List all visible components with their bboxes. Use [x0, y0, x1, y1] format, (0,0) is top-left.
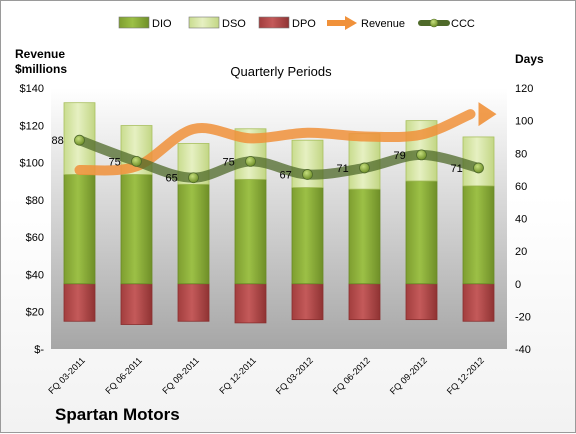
x-tick-label: FQ 03-2012 [274, 355, 315, 396]
dpo-bar [177, 283, 210, 322]
dpo-bar [234, 283, 267, 324]
right-tick-label: 20 [515, 246, 527, 258]
x-tick-label: FQ 06-2011 [103, 355, 144, 396]
x-tick-label: FQ 09-2011 [160, 355, 201, 396]
right-tick-label: 60 [515, 181, 527, 193]
legend-swatch-dio [118, 16, 150, 29]
left-tick-label: $120 [20, 120, 44, 132]
dio-bar [462, 185, 495, 285]
chart-legend: DIO DSO DPO Revenue CCC [118, 16, 475, 30]
legend-label-revenue: Revenue [361, 18, 405, 30]
ccc-marker [473, 162, 484, 174]
legend-label-dio: DIO [152, 18, 172, 30]
ccc-data-label: 79 [394, 150, 406, 162]
right-tick-label: -40 [515, 344, 531, 356]
left-axis-label-line2: $millions [15, 62, 67, 76]
ccc-data-label: 75 [109, 156, 121, 168]
right-tick-label: 0 [515, 279, 521, 291]
left-tick-label: $- [34, 344, 44, 356]
dpo-bar [63, 283, 96, 322]
dio-bar [234, 178, 267, 285]
right-axis-ticks: -40 -20 0 20 40 60 80 100 120 [515, 83, 533, 356]
bar-series [63, 102, 495, 325]
chart-title: Quarterly Periods [230, 64, 332, 79]
revenue-arrowhead [478, 102, 497, 127]
legend-label-dso: DSO [222, 18, 246, 30]
left-tick-label: $80 [26, 195, 44, 207]
legend-marker-ccc [429, 18, 439, 28]
x-tick-label: FQ 06-2012 [331, 355, 372, 396]
legend-swatch-dso [188, 16, 220, 29]
dio-bar [348, 188, 381, 285]
x-tick-label: FQ 03-2011 [46, 355, 87, 396]
left-tick-label: $60 [26, 232, 44, 244]
legend-label-ccc: CCC [451, 18, 475, 30]
ccc-marker [188, 172, 199, 184]
left-tick-label: $20 [26, 307, 44, 319]
dio-bar [177, 183, 210, 285]
dio-bar [63, 174, 96, 285]
x-tick-label: FQ 12-2011 [217, 355, 258, 396]
legend-label-dpo: DPO [292, 18, 316, 30]
right-tick-label: -20 [515, 311, 531, 323]
dio-bar [291, 187, 324, 285]
dpo-bar [348, 283, 381, 321]
ccc-data-label: 88 [52, 135, 64, 147]
legend-arrow-revenue [345, 16, 357, 30]
ccc-marker [359, 162, 370, 174]
dpo-bar [405, 283, 438, 321]
dio-bar [120, 174, 153, 285]
x-tick-label: FQ 09-2012 [388, 355, 429, 396]
ccc-marker [245, 156, 256, 167]
ccc-data-label: 71 [337, 163, 349, 175]
ccc-data-label: 71 [451, 163, 463, 175]
right-tick-label: 120 [515, 83, 533, 95]
dpo-bar [120, 283, 153, 325]
dpo-bar [291, 283, 324, 321]
ccc-marker [416, 149, 427, 161]
ccc-data-label: 75 [223, 156, 235, 168]
line-series: 88 75 65 75 67 71 79 71 [52, 102, 497, 185]
right-tick-label: 100 [515, 116, 533, 128]
dpo-bar [462, 283, 495, 322]
left-axis-label-line1: Revenue [15, 47, 65, 61]
ccc-marker [74, 134, 85, 146]
dio-bar [405, 180, 438, 285]
dso-bar [291, 139, 324, 188]
ccc-marker [302, 169, 313, 180]
left-tick-label: $40 [26, 269, 44, 281]
legend-swatch-dpo [258, 16, 290, 29]
x-tick-label: FQ 12-2012 [445, 355, 486, 396]
right-tick-label: 40 [515, 214, 527, 226]
left-axis-ticks: $- $20 $40 $60 $80 $100 $120 $140 [20, 83, 45, 356]
ccc-data-label: 67 [280, 169, 292, 181]
right-axis-label: Days [515, 52, 544, 66]
right-tick-label: 80 [515, 148, 527, 160]
left-tick-label: $140 [20, 83, 44, 95]
ccc-data-label: 65 [166, 173, 178, 185]
x-axis-tick-labels: FQ 03-2011 FQ 06-2011 FQ 09-2011 FQ 12-2011… [46, 355, 486, 396]
company-name: Spartan Motors [55, 405, 180, 424]
left-tick-label: $100 [20, 158, 44, 170]
ccc-marker [131, 156, 142, 167]
